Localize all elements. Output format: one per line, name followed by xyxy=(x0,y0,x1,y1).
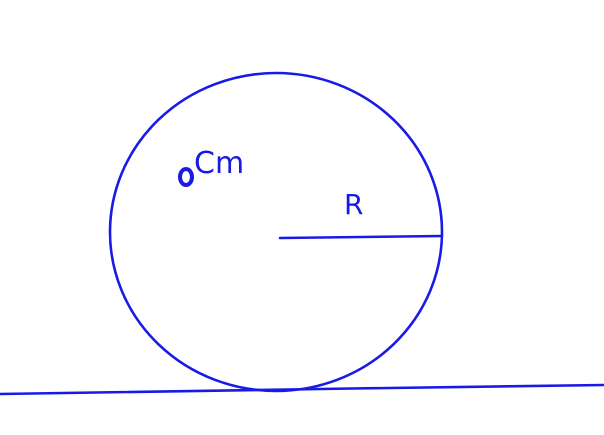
radius-line xyxy=(278,234,444,240)
wheel-circle xyxy=(108,71,444,393)
center-of-mass-dot xyxy=(178,167,194,187)
radius-label: R xyxy=(344,188,363,221)
center-of-mass-label: Cm xyxy=(194,146,244,181)
